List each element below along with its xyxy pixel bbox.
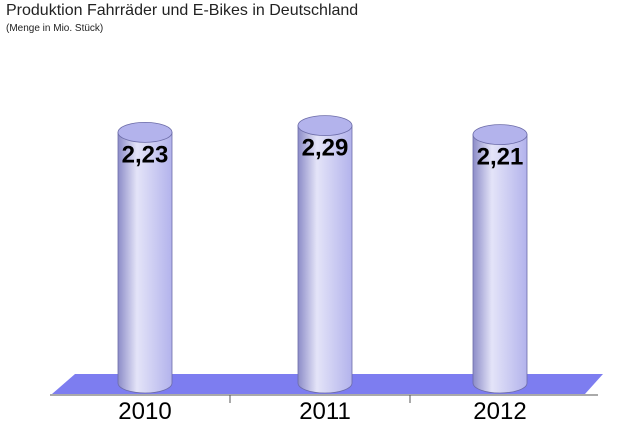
x-tick-label: 2010 [118, 398, 171, 423]
x-tick-label: 2012 [473, 398, 526, 423]
x-ticks-group: 2010 2011 2012 [118, 395, 527, 423]
bar-body [297, 125, 353, 394]
data-label: 2,21 [477, 144, 524, 171]
bars-group: 2,23 2,29 2,21 [117, 115, 528, 394]
chart-title: Produktion Fahrräder und E-Bikes in Deut… [6, 2, 359, 19]
bar-body [472, 134, 528, 394]
data-label: 2,23 [122, 141, 169, 168]
bar-body [117, 131, 173, 394]
chart-subtitle: (Menge in Mio. Stück) [6, 23, 104, 34]
x-tick-label: 2011 [299, 398, 351, 423]
bar-2010: 2,23 [117, 121, 173, 394]
bar-2012: 2,21 [472, 124, 528, 394]
bar-top [472, 124, 528, 145]
data-label: 2,29 [302, 135, 349, 162]
bar-top [297, 115, 353, 137]
bar-2011: 2,29 [297, 115, 353, 394]
bar-top [117, 121, 173, 143]
